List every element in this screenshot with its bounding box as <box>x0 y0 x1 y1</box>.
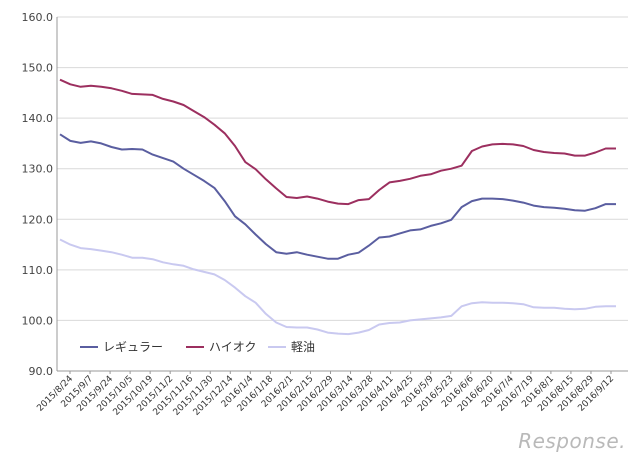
response-watermark: Response. <box>518 429 626 453</box>
series-line-3 <box>59 238 616 336</box>
y-tick-label: 120.0 <box>22 213 54 226</box>
y-tick-label: 90.0 <box>29 365 54 378</box>
series-line-1 <box>59 133 616 260</box>
y-tick-label: 160.0 <box>22 11 54 24</box>
legend-label: ハイオク <box>209 340 257 354</box>
y-tick-label: 130.0 <box>22 163 54 176</box>
series-line-2 <box>59 78 616 206</box>
y-tick-label: 110.0 <box>22 264 54 277</box>
y-tick-label: 140.0 <box>22 112 54 125</box>
y-tick-label: 150.0 <box>22 62 54 75</box>
legend-label: レギュラー <box>103 340 163 354</box>
y-tick-label: 100.0 <box>22 314 54 327</box>
legend-label: 軽油 <box>291 340 315 354</box>
